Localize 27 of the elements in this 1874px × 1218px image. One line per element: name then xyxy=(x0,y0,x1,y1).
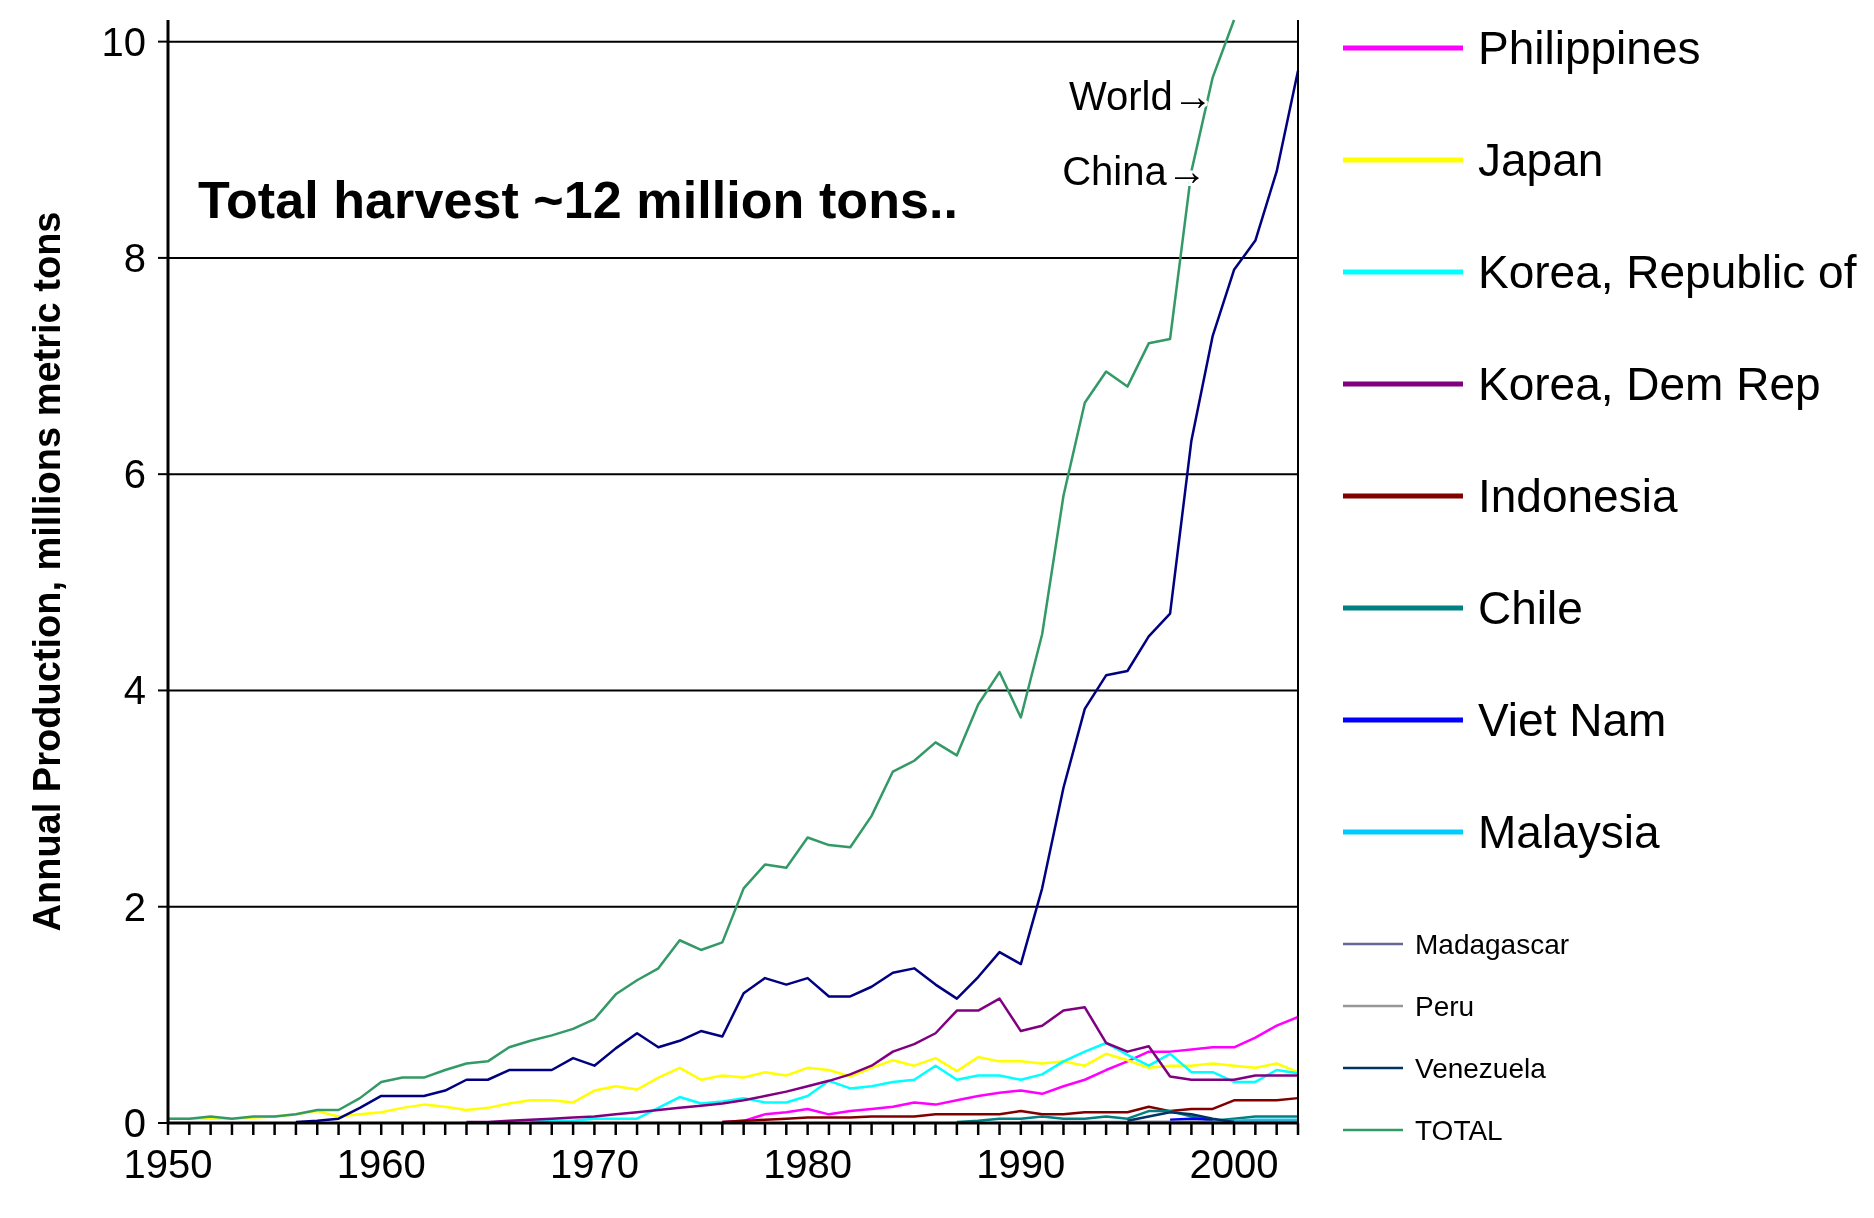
legend-label: Philippines xyxy=(1478,22,1701,75)
legend-label: Korea, Dem Rep xyxy=(1478,358,1821,411)
y-axis-title: Annual Production, millions metric tons xyxy=(26,211,68,932)
legend-label: Peru xyxy=(1415,990,1475,1022)
x-tick-label: 2000 xyxy=(1189,1142,1279,1186)
legend-label: Malaysia xyxy=(1478,806,1660,859)
y-tick-label: 8 xyxy=(123,235,146,280)
y-tick-label: 10 xyxy=(101,19,146,64)
legend-label: Chile xyxy=(1478,582,1583,635)
x-tick-label: 1980 xyxy=(763,1142,853,1186)
legend-label: Japan xyxy=(1478,134,1604,187)
y-tick-label: 0 xyxy=(123,1101,146,1145)
x-tick-label: 1960 xyxy=(336,1142,426,1186)
y-tick-label: 6 xyxy=(123,452,146,497)
legend-label: Madagascar xyxy=(1415,928,1570,960)
y-tick-label: 2 xyxy=(123,884,146,929)
x-tick-label: 1990 xyxy=(976,1142,1066,1186)
x-tick-label: 1970 xyxy=(549,1142,639,1186)
legend-label: TOTAL xyxy=(1415,1114,1503,1146)
legend-label: Venezuela xyxy=(1415,1052,1547,1084)
annotation: Total harvest ~12 million tons.. xyxy=(198,171,958,229)
legend-label: Korea, Republic of xyxy=(1478,246,1857,299)
x-tick-label: 1950 xyxy=(123,1142,213,1186)
y-tick-label: 4 xyxy=(123,668,146,713)
legend-label: Indonesia xyxy=(1478,470,1678,523)
legend-label: Viet Nam xyxy=(1478,694,1667,747)
annotation: World→ xyxy=(1068,73,1213,118)
